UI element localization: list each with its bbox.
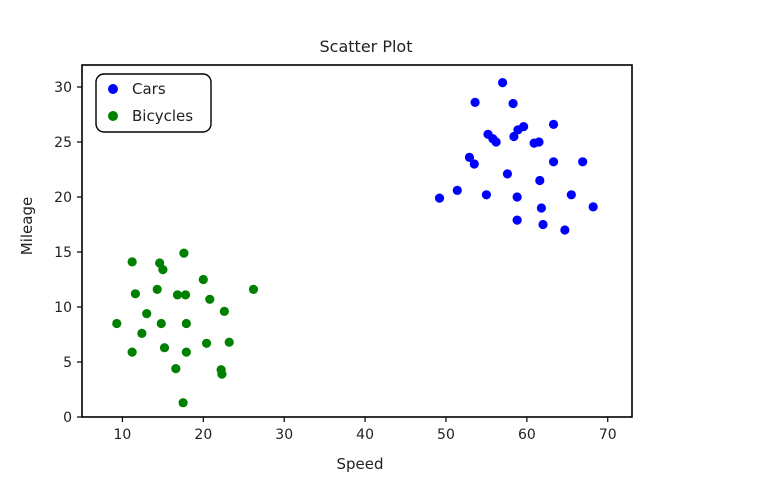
data-point-bicycles: [198, 274, 208, 285]
y-axis: 0 5 10 15 20 25 30: [54, 80, 82, 426]
data-point-bicycles: [179, 248, 189, 258]
data-point-bicycles: [142, 309, 152, 319]
data-point-cars: [452, 185, 462, 195]
legend-marker-bicycles: [108, 111, 118, 121]
x-tick-label: 20: [194, 427, 212, 443]
y-tick-label: 0: [63, 410, 72, 426]
data-point-cars: [434, 193, 445, 203]
data-point-cars: [502, 169, 513, 179]
data-point-cars: [566, 190, 576, 200]
plot-frame: [81, 64, 633, 418]
data-point-cars: [512, 215, 522, 225]
data-point-bicycles: [152, 284, 162, 294]
y-tick-label: 30: [54, 80, 72, 96]
y-tick-label: 20: [54, 190, 72, 206]
data-point-bicycles: [181, 347, 191, 357]
data-point-bicycles: [181, 318, 191, 329]
x-tick-label: 30: [275, 427, 293, 443]
data-point-cars: [529, 138, 539, 148]
data-point-cars: [548, 157, 559, 167]
data-point-bicycles: [127, 257, 137, 267]
data-point-cars: [578, 157, 588, 167]
data-point-cars: [470, 97, 480, 107]
data-point-bicycles: [224, 337, 234, 347]
legend-label-bicycles: Bicycles: [132, 107, 193, 125]
data-point-cars: [491, 137, 501, 147]
data-point-bicycles: [127, 347, 137, 357]
data-point-cars: [497, 78, 508, 88]
data-point-bicycles: [137, 328, 147, 338]
data-point-bicycles: [205, 294, 215, 304]
data-point-bicycles: [112, 318, 122, 329]
legend: Cars Bicycles: [95, 73, 212, 133]
data-point-cars: [588, 202, 598, 212]
y-tick-label: 15: [54, 245, 72, 261]
x-axis: 10 20 30 40 50 60 70: [114, 417, 617, 443]
data-point-bicycles: [201, 338, 212, 348]
data-point-cars: [464, 152, 475, 162]
y-axis-label: Mileage: [18, 197, 36, 255]
chart-title: Scatter Plot: [320, 37, 413, 56]
y-tick-label: 10: [54, 300, 72, 316]
data-point-cars: [481, 190, 492, 200]
data-point-bicycles: [171, 364, 181, 374]
data-point-cars: [469, 159, 479, 169]
data-point-bicycles: [130, 289, 140, 299]
legend-label-cars: Cars: [132, 80, 166, 98]
x-tick-label: 40: [356, 427, 374, 443]
data-point-cars: [535, 175, 545, 186]
x-axis-label: Speed: [336, 455, 383, 473]
data-point-bicycles: [158, 265, 168, 275]
data-point-bicycles: [217, 369, 227, 379]
y-tick-label: 5: [63, 355, 72, 371]
data-point-cars: [548, 119, 559, 129]
y-tick-label: 25: [54, 135, 72, 151]
data-point-cars: [512, 192, 522, 202]
legend-marker-cars: [108, 84, 118, 94]
data-point-bicycles: [172, 290, 183, 300]
data-point-bicycles: [180, 290, 191, 300]
data-point-bicycles: [178, 398, 188, 408]
data-point-cars: [508, 98, 518, 109]
legend-box: [95, 73, 212, 133]
data-point-bicycles: [156, 318, 166, 329]
x-tick-label: 10: [114, 427, 132, 443]
data-point-cars: [560, 225, 570, 235]
data-point-cars: [513, 125, 523, 135]
data-points: [112, 78, 598, 408]
x-tick-label: 60: [518, 427, 536, 443]
x-tick-label: 70: [599, 427, 617, 443]
data-point-bicycles: [248, 284, 259, 294]
data-point-cars: [538, 219, 548, 230]
x-tick-label: 50: [437, 427, 455, 443]
data-point-cars: [536, 203, 547, 213]
data-point-cars: [509, 131, 519, 142]
data-point-bicycles: [219, 306, 229, 316]
data-point-bicycles: [159, 343, 170, 353]
